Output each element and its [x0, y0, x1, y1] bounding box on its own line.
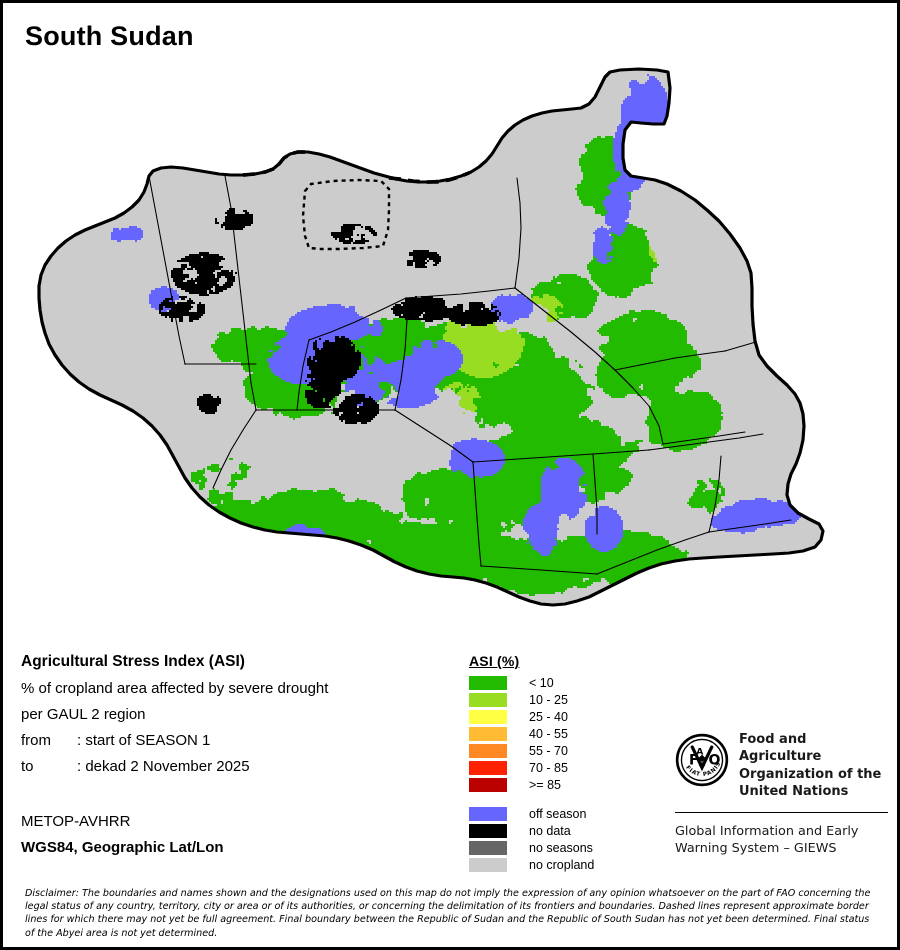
legend-status-label: no data: [529, 824, 571, 838]
legend-class-row[interactable]: 55 - 70: [469, 743, 659, 759]
fao-org-line2: Organization of the: [739, 766, 882, 782]
legend-status-swatch: [469, 841, 507, 855]
legend-class-label: 40 - 55: [529, 727, 568, 741]
legend: ASI (%) < 10 10 - 25 25 - 40 40 - 55 55 - 70…: [469, 653, 659, 874]
legend-class-label: >= 85: [529, 778, 561, 792]
info-description-line1: % of cropland area affected by severe dr…: [21, 680, 329, 697]
legend-class-swatch: [469, 710, 507, 724]
fao-header: F A O FIAT PANIS Food and Agriculture Or…: [675, 731, 890, 800]
period-from-value: : start of SEASON 1: [77, 732, 211, 749]
fao-organization-name: Food and Agriculture Organization of the…: [739, 731, 890, 800]
legend-class-swatch: [469, 744, 507, 758]
period-from-row: from : start of SEASON 1: [21, 732, 451, 749]
legend-class-row[interactable]: < 10: [469, 675, 659, 691]
legend-class-row[interactable]: >= 85: [469, 777, 659, 793]
legend-class-label: 70 - 85: [529, 761, 568, 775]
legend-class-label: 10 - 25: [529, 693, 568, 707]
legend-class-row[interactable]: 40 - 55: [469, 726, 659, 742]
giews-line2: Warning System – GIEWS: [675, 841, 837, 857]
legend-status-label: off season: [529, 807, 587, 821]
legend-class-row[interactable]: 10 - 25: [469, 692, 659, 708]
legend-status-row[interactable]: no data: [469, 823, 659, 839]
info-description-line2: per GAUL 2 region: [21, 706, 146, 723]
fao-divider: [675, 812, 888, 814]
legend-spacer: [469, 794, 659, 806]
info-heading: Agricultural Stress Index (ASI): [21, 653, 245, 670]
fao-block: F A O FIAT PANIS Food and Agriculture Or…: [675, 731, 890, 858]
period-to-key: to: [21, 758, 34, 775]
info-block: Agricultural Stress Index (ASI) % of cro…: [21, 653, 451, 784]
giews-line1: Global Information and Early: [675, 824, 859, 840]
giews-name: Global Information and Early Warning Sys…: [675, 823, 890, 858]
legend-title: ASI (%): [469, 653, 520, 669]
svg-text:A: A: [696, 747, 704, 758]
legend-class-label: < 10: [529, 676, 554, 690]
legend-class-swatch: [469, 778, 507, 792]
legend-class-swatch: [469, 693, 507, 707]
fao-org-line3: United Nations: [739, 783, 849, 799]
projection-label: WGS84, Geographic Lat/Lon: [21, 839, 224, 856]
legend-class-swatch: [469, 727, 507, 741]
legend-class-row[interactable]: 25 - 40: [469, 709, 659, 725]
period-from-key: from: [21, 732, 51, 749]
disclaimer-text: Disclaimer: The boundaries and names sho…: [25, 888, 871, 939]
legend-status-swatch: [469, 824, 507, 838]
legend-status-swatch: [469, 807, 507, 821]
legend-status-row[interactable]: no cropland: [469, 857, 659, 873]
legend-class-row[interactable]: 70 - 85: [469, 760, 659, 776]
period-to-row: to : dekad 2 November 2025: [21, 758, 451, 775]
legend-status-swatch: [469, 858, 507, 872]
legend-status-label: no seasons: [529, 841, 593, 855]
legend-status-label: no cropland: [529, 858, 595, 872]
svg-text:F: F: [689, 752, 699, 768]
page-title: South Sudan: [25, 21, 194, 51]
sensor-label: METOP-AVHRR: [21, 813, 131, 830]
legend-status-row[interactable]: no seasons: [469, 840, 659, 856]
fao-org-line1: Food and Agriculture: [739, 732, 822, 765]
svg-text:O: O: [708, 752, 720, 768]
legend-class-swatch: [469, 761, 507, 775]
map-container[interactable]: [3, 58, 897, 633]
fao-logo-icon: F A O FIAT PANIS: [675, 733, 729, 787]
period-to-value: : dekad 2 November 2025: [77, 758, 250, 775]
legend-class-swatch: [469, 676, 507, 690]
legend-status-list: off season no data no seasons no cropland: [469, 806, 659, 873]
legend-status-row[interactable]: off season: [469, 806, 659, 822]
legend-class-list: < 10 10 - 25 25 - 40 40 - 55 55 - 70 70 - 85 >…: [469, 675, 659, 793]
asi-map-canvas[interactable]: [3, 58, 897, 633]
source-block: METOP-AVHRR WGS84, Geographic Lat/Lon: [21, 813, 461, 865]
legend-class-label: 55 - 70: [529, 744, 568, 758]
legend-class-label: 25 - 40: [529, 710, 568, 724]
